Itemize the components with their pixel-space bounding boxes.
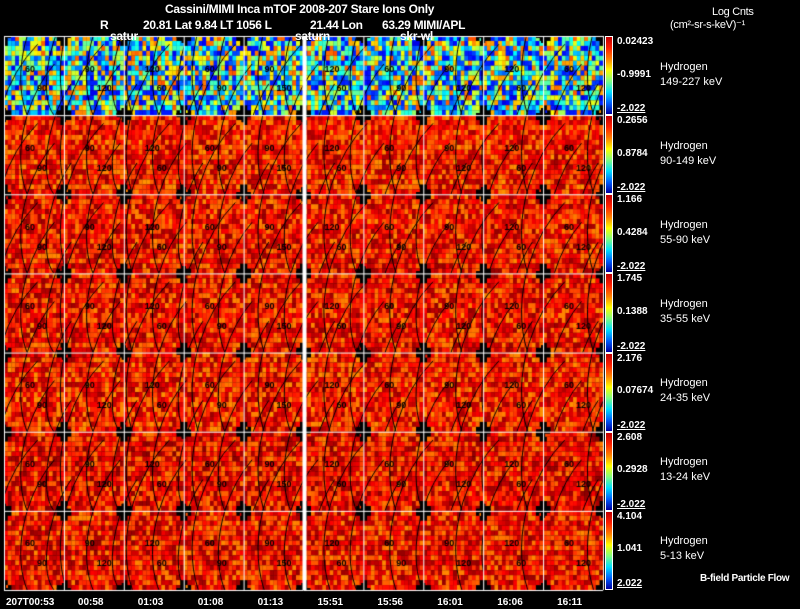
panel-species: Hydrogen — [660, 456, 708, 469]
colorbar-mid: 0.1388 — [617, 306, 648, 317]
colorbar-max: 4.104 — [617, 510, 643, 522]
panel-species: Hydrogen — [660, 139, 708, 152]
colorbar-mid: 0.2928 — [617, 464, 648, 476]
panel-energy: 5-13 keV — [660, 550, 705, 563]
panel-species: Hydrogen — [660, 535, 708, 548]
colorbar-mid: 1.041 — [617, 543, 643, 555]
colorbar — [605, 431, 613, 511]
panel-species: Hydrogen — [660, 377, 708, 390]
colorbar-min: -2.022 — [617, 498, 646, 510]
time-tick-label: 01:08 — [197, 597, 224, 608]
time-tick-label: 15:51 — [317, 597, 344, 608]
colorbar-max: 0.2656 — [617, 115, 648, 127]
panel-energy: 24-35 keV — [660, 392, 711, 405]
time-tick-label: 01:13 — [257, 597, 284, 608]
time-tick-label: 15:56 — [377, 597, 403, 608]
panel-energy: 13-24 keV — [660, 471, 711, 484]
colorbar — [605, 115, 613, 195]
panel-energy: 90-149 keV — [660, 154, 717, 167]
colorbar — [605, 194, 613, 274]
units-label: (cm²-sr-s-keV)⁻¹ — [670, 19, 745, 31]
colorbar-min: 2.022 — [617, 578, 643, 589]
colorbar-max: 2.176 — [617, 352, 643, 364]
colorbar-max: 0.02423 — [617, 36, 654, 47]
panel-energy: 35-55 keV — [660, 313, 711, 325]
colorbar-mid: 0.8784 — [617, 147, 648, 159]
colorbar-max: 1.745 — [617, 273, 643, 285]
colorbar-max: 2.608 — [617, 431, 643, 443]
colorbar-mid: 0.4284 — [617, 226, 648, 238]
colorbar-min: -2.022 — [617, 340, 646, 352]
time-tick-label: 01:03 — [137, 597, 164, 608]
colorbar-min: -2.022 — [617, 182, 646, 194]
panel-species: Hydrogen — [660, 60, 708, 73]
plot-title: Cassini/MIMI Inca mTOF 2008-207 Stare Io… — [165, 2, 435, 16]
time-tick-label: 207T00:53 — [6, 597, 55, 608]
time-tick-label: 16:06 — [497, 597, 523, 608]
r-label: R — [100, 18, 109, 32]
time-tick-label: 16:01 — [437, 597, 463, 608]
colorbar — [605, 273, 613, 353]
panel-species: Hydrogen — [660, 298, 708, 310]
marker-label: saturn — [295, 29, 330, 43]
position-readout-b: 21.44 Lon — [310, 18, 363, 32]
colorbar-min: -2.022 — [617, 103, 646, 115]
position-readout-a: 20.81 Lat 9.84 LT 1056 L — [143, 18, 272, 32]
b-field-note: B-field Particle Flow — [700, 573, 790, 584]
colorbar — [605, 510, 613, 590]
colorbar-min: -2.022 — [617, 261, 646, 273]
panel-energy: 55-90 keV — [660, 233, 711, 246]
time-tick-label: 00:58 — [77, 597, 104, 608]
time-tick-label: 16:11 — [557, 597, 583, 608]
colorbar-max: 1.166 — [617, 194, 643, 206]
colorbar — [605, 36, 613, 116]
marker-label: satur — [110, 29, 138, 43]
panel-energy: 149-227 keV — [660, 75, 723, 88]
panel-species: Hydrogen — [660, 218, 708, 231]
colorbar-mid: 0.07674 — [617, 385, 654, 397]
marker-label: skr-wl — [400, 29, 433, 43]
units-title: Log Cnts — [712, 6, 754, 18]
position-readout-c: 63.29 MIMI/APL — [382, 18, 466, 32]
colorbar-mid: -0.9991 — [617, 68, 651, 80]
colorbar — [605, 352, 613, 432]
colorbar-min: -2.022 — [617, 419, 646, 431]
